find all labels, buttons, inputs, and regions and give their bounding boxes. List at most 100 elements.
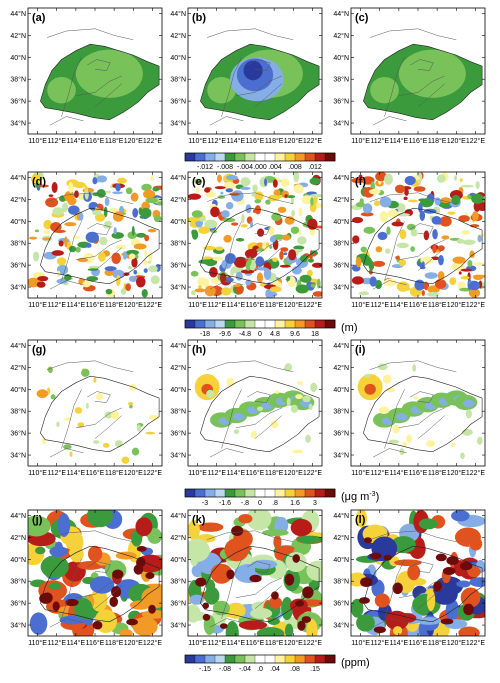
lat-label: 34°N — [170, 622, 186, 630]
field-patch — [271, 591, 279, 600]
colorbar-segment — [284, 654, 296, 664]
province-line — [47, 530, 134, 543]
field-patch — [456, 238, 465, 244]
field-patch — [284, 573, 295, 586]
province-line — [75, 577, 122, 598]
field-patch — [81, 368, 90, 377]
field-patch — [232, 284, 241, 287]
field-patch — [372, 260, 386, 267]
colorbar-segment — [254, 319, 266, 329]
region-boundary — [200, 375, 320, 453]
colorbar-tick-label: -1.6 — [219, 500, 231, 507]
lat-label: 36°N — [333, 430, 349, 438]
field-patch — [355, 510, 368, 528]
lat-label: 42°N — [170, 534, 186, 542]
field-patch — [99, 236, 108, 246]
panel-f — [351, 172, 485, 298]
field-patch — [153, 215, 162, 223]
province-line — [87, 561, 111, 573]
field-patch — [111, 586, 122, 598]
province-line — [417, 585, 445, 609]
field-patch — [52, 207, 64, 216]
field-patch — [64, 236, 68, 248]
field-patch — [472, 274, 485, 279]
field-patch — [467, 566, 481, 578]
lon-label: 114°E — [390, 301, 409, 309]
field-patch — [250, 430, 257, 439]
colorbar-segment — [244, 654, 256, 664]
field-patch — [240, 186, 251, 190]
province-line — [398, 75, 445, 96]
region-boundary — [40, 207, 160, 285]
field-patch — [50, 222, 62, 232]
field-patch — [209, 266, 218, 278]
panel-e — [188, 172, 322, 298]
field-patch — [194, 288, 206, 293]
colorbar-tick-label: -4.8 — [239, 331, 251, 338]
field-patch — [136, 232, 147, 238]
colorbar-segment — [264, 319, 276, 329]
field-patch — [295, 284, 309, 294]
lat-label: 38°N — [170, 240, 186, 248]
lat-label: 40°N — [10, 54, 26, 62]
field-patch — [56, 421, 60, 427]
lat-label: 44°N — [333, 342, 349, 350]
field-patch — [279, 250, 284, 260]
province-line — [49, 618, 84, 628]
panel-a — [28, 8, 162, 134]
lon-label: 112°E — [47, 639, 66, 647]
panel-label: (c) — [355, 12, 369, 24]
field-patch — [435, 553, 447, 562]
colorbar-segment — [224, 319, 236, 329]
lat-label: 34°N — [10, 622, 26, 630]
lat-label: 40°N — [333, 54, 349, 62]
field-patch — [230, 268, 234, 276]
lat-label: 40°N — [333, 218, 349, 226]
field-patch — [235, 271, 243, 281]
field-patch — [231, 190, 244, 202]
field-patch — [121, 456, 130, 464]
field-patch — [45, 197, 59, 208]
field-patch — [104, 197, 110, 207]
field-patch — [426, 440, 436, 447]
lat-label: 34°N — [333, 120, 349, 128]
field-patch — [360, 212, 374, 217]
field-patch — [127, 402, 134, 406]
field-patch — [312, 252, 316, 257]
province-line — [384, 57, 405, 117]
field-patch — [377, 363, 388, 371]
field-patch — [145, 197, 159, 204]
lat-label: 34°N — [10, 284, 26, 292]
field-patch — [402, 441, 408, 447]
lon-label: 110°E — [28, 469, 47, 477]
field-patch — [403, 196, 408, 201]
field-patch — [129, 383, 137, 391]
field-patch — [148, 265, 158, 273]
lat-label: 42°N — [333, 534, 349, 542]
field-patch — [475, 181, 480, 190]
lon-label: 112°E — [207, 639, 226, 647]
field-patch — [284, 216, 295, 225]
colorbar-segment — [184, 488, 196, 498]
field-patch — [264, 178, 268, 187]
colorbar-segment — [234, 654, 246, 664]
province-line — [384, 221, 405, 281]
lon-label: 112°E — [370, 639, 389, 647]
field-patch — [309, 177, 321, 185]
field-patch — [68, 181, 74, 193]
field-patch — [454, 175, 457, 181]
lon-label: 122°E — [303, 469, 322, 477]
field-patch — [147, 528, 162, 544]
field-patch — [188, 217, 201, 222]
colorbar-frame — [184, 152, 336, 162]
province-line — [254, 247, 282, 271]
panel-b — [188, 8, 322, 134]
lat-label: 42°N — [333, 196, 349, 204]
field-patch — [457, 281, 466, 290]
field-patch — [421, 290, 425, 296]
field-patch — [273, 535, 282, 549]
field-patch — [127, 266, 133, 270]
lon-label: 122°E — [466, 137, 485, 145]
field-patch — [383, 554, 392, 561]
field-patch — [307, 269, 313, 277]
